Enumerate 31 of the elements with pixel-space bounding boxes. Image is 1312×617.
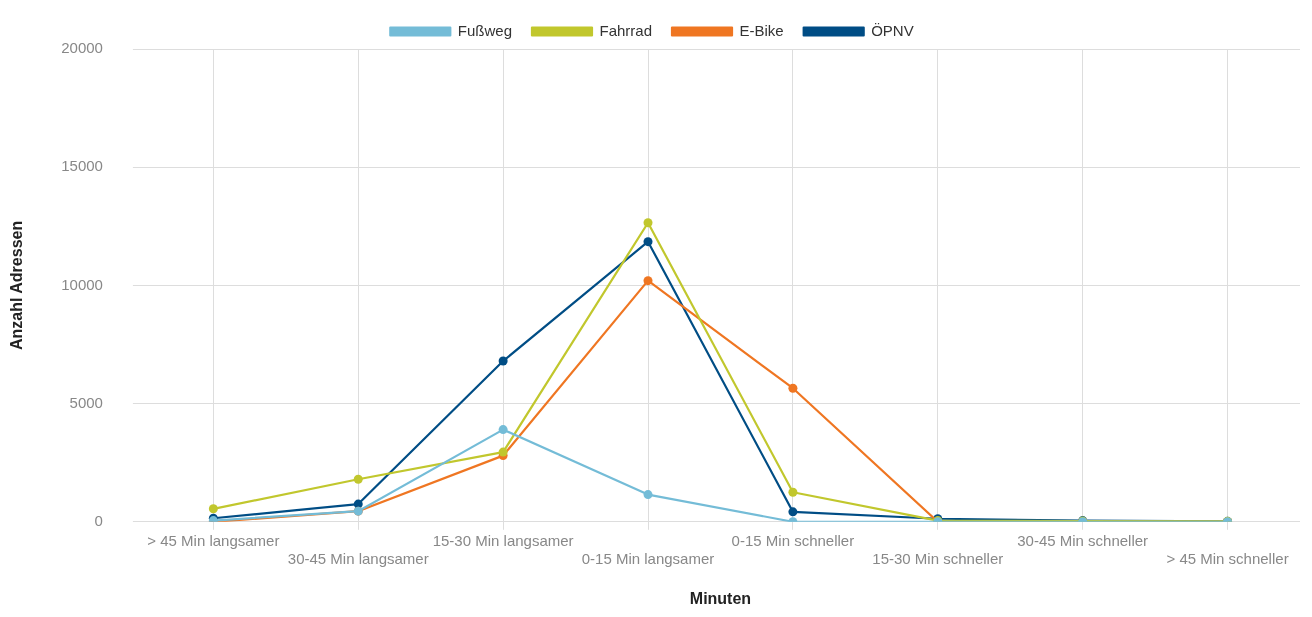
point bbox=[498, 447, 508, 457]
point bbox=[643, 490, 653, 500]
x-tick-label: 15-30 Min schneller bbox=[872, 549, 1004, 567]
x-tick-label: 0-15 Min schneller bbox=[731, 531, 855, 549]
y-tick-label: 5000 bbox=[69, 393, 103, 411]
point bbox=[643, 237, 653, 247]
point bbox=[498, 425, 508, 435]
y-tick-label: 20000 bbox=[61, 39, 103, 57]
y-tick-label: 15000 bbox=[61, 157, 103, 175]
point bbox=[643, 276, 653, 286]
point bbox=[788, 507, 798, 517]
legend-label: E-Bike bbox=[739, 21, 784, 39]
legend-label: Fahrrad bbox=[599, 21, 653, 39]
legend-label: Fußweg bbox=[457, 21, 512, 39]
y-tick-label: 10000 bbox=[61, 275, 103, 293]
point bbox=[643, 218, 653, 228]
x-axis-title: Minuten bbox=[689, 589, 752, 607]
x-tick-label: > 45 Min langsamer bbox=[147, 531, 280, 549]
point bbox=[498, 356, 508, 366]
point bbox=[353, 474, 363, 484]
x-tick-label: > 45 Min schneller bbox=[1166, 549, 1289, 567]
x-tick-label: 30-45 Min schneller bbox=[1017, 531, 1149, 549]
legend-label: ÖPNV bbox=[871, 21, 914, 39]
x-tick-label: 0-15 Min langsamer bbox=[581, 549, 715, 567]
x-tick-label: 15-30 Min langsamer bbox=[432, 531, 574, 549]
x-tick-label: 30-45 Min langsamer bbox=[287, 549, 429, 567]
y-axis-title: Anzahl Adressen bbox=[8, 220, 26, 351]
y-tick-label: 0 bbox=[94, 511, 103, 529]
point bbox=[788, 383, 798, 393]
point bbox=[788, 487, 798, 497]
point bbox=[208, 504, 218, 514]
